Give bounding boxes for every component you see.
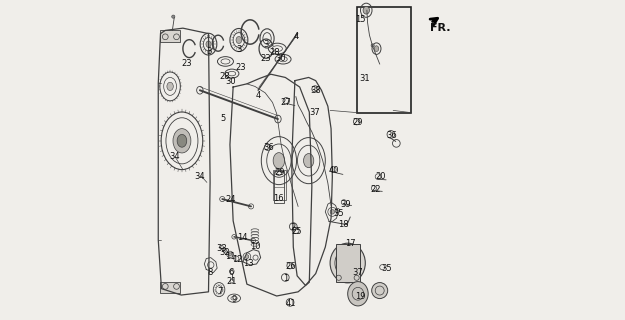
Bar xyxy=(357,7,411,113)
Text: 30: 30 xyxy=(275,54,286,63)
Bar xyxy=(274,170,286,200)
Text: 11: 11 xyxy=(225,252,235,261)
Text: 27: 27 xyxy=(280,98,291,107)
Text: FR.: FR. xyxy=(430,23,451,33)
Text: 13: 13 xyxy=(243,260,254,268)
Text: 24: 24 xyxy=(226,196,236,204)
Text: 41: 41 xyxy=(286,299,296,308)
Text: 26: 26 xyxy=(286,262,296,271)
Text: 14: 14 xyxy=(238,233,248,242)
Text: 23: 23 xyxy=(261,54,271,63)
Text: 36: 36 xyxy=(386,131,398,140)
Ellipse shape xyxy=(304,154,314,168)
Text: 1: 1 xyxy=(282,274,288,283)
Ellipse shape xyxy=(177,134,187,147)
Ellipse shape xyxy=(236,36,242,44)
Text: 28: 28 xyxy=(269,48,280,57)
Text: 3: 3 xyxy=(236,45,242,54)
Text: 35: 35 xyxy=(381,264,392,273)
Text: 18: 18 xyxy=(339,220,349,229)
Text: 37: 37 xyxy=(309,108,321,117)
Text: 3: 3 xyxy=(206,47,211,56)
Text: 17: 17 xyxy=(346,239,356,248)
Text: 7: 7 xyxy=(217,287,222,296)
Text: 29: 29 xyxy=(352,118,362,127)
Text: 16: 16 xyxy=(272,194,283,203)
Text: 23: 23 xyxy=(182,60,192,68)
Text: 4: 4 xyxy=(294,32,299,41)
Text: 19: 19 xyxy=(354,292,365,301)
Text: 35: 35 xyxy=(333,209,344,218)
Text: 38: 38 xyxy=(311,86,321,95)
Text: 36: 36 xyxy=(263,143,274,152)
Text: 31: 31 xyxy=(359,74,369,83)
Ellipse shape xyxy=(341,256,354,270)
Bar xyxy=(336,244,359,282)
Circle shape xyxy=(330,210,334,214)
Bar xyxy=(274,171,284,203)
Text: 10: 10 xyxy=(249,242,260,251)
Bar xyxy=(159,282,181,293)
Text: 21: 21 xyxy=(227,277,237,286)
Text: 2: 2 xyxy=(291,223,296,232)
Bar xyxy=(159,30,181,42)
Text: 39: 39 xyxy=(340,200,351,209)
Circle shape xyxy=(371,44,374,47)
Ellipse shape xyxy=(374,46,379,52)
Text: 37: 37 xyxy=(352,268,363,277)
Ellipse shape xyxy=(173,129,191,153)
Text: 33: 33 xyxy=(216,244,227,253)
Text: 40: 40 xyxy=(329,166,339,175)
Text: 22: 22 xyxy=(371,185,381,194)
Text: 34: 34 xyxy=(194,172,205,181)
Circle shape xyxy=(245,255,249,259)
Text: 32: 32 xyxy=(219,248,230,257)
Ellipse shape xyxy=(348,282,368,306)
Ellipse shape xyxy=(363,6,369,14)
Text: 9: 9 xyxy=(231,295,237,304)
Text: 6: 6 xyxy=(228,268,234,277)
Text: 29: 29 xyxy=(274,168,285,177)
Text: 8: 8 xyxy=(208,268,212,277)
Text: 3: 3 xyxy=(263,40,269,49)
Ellipse shape xyxy=(206,41,211,47)
Ellipse shape xyxy=(330,243,365,283)
Text: 23: 23 xyxy=(235,63,246,72)
Ellipse shape xyxy=(273,153,284,169)
Text: 15: 15 xyxy=(355,15,366,24)
Circle shape xyxy=(228,253,231,256)
Text: 30: 30 xyxy=(226,77,236,86)
Text: 5: 5 xyxy=(220,114,226,123)
Circle shape xyxy=(372,283,388,299)
Text: 28: 28 xyxy=(219,72,230,81)
Text: 4: 4 xyxy=(256,92,261,100)
Text: 12: 12 xyxy=(232,255,242,264)
Text: 20: 20 xyxy=(375,172,386,181)
Text: 34: 34 xyxy=(169,152,179,161)
Circle shape xyxy=(172,15,175,18)
Text: 25: 25 xyxy=(291,227,302,236)
Ellipse shape xyxy=(167,82,173,91)
